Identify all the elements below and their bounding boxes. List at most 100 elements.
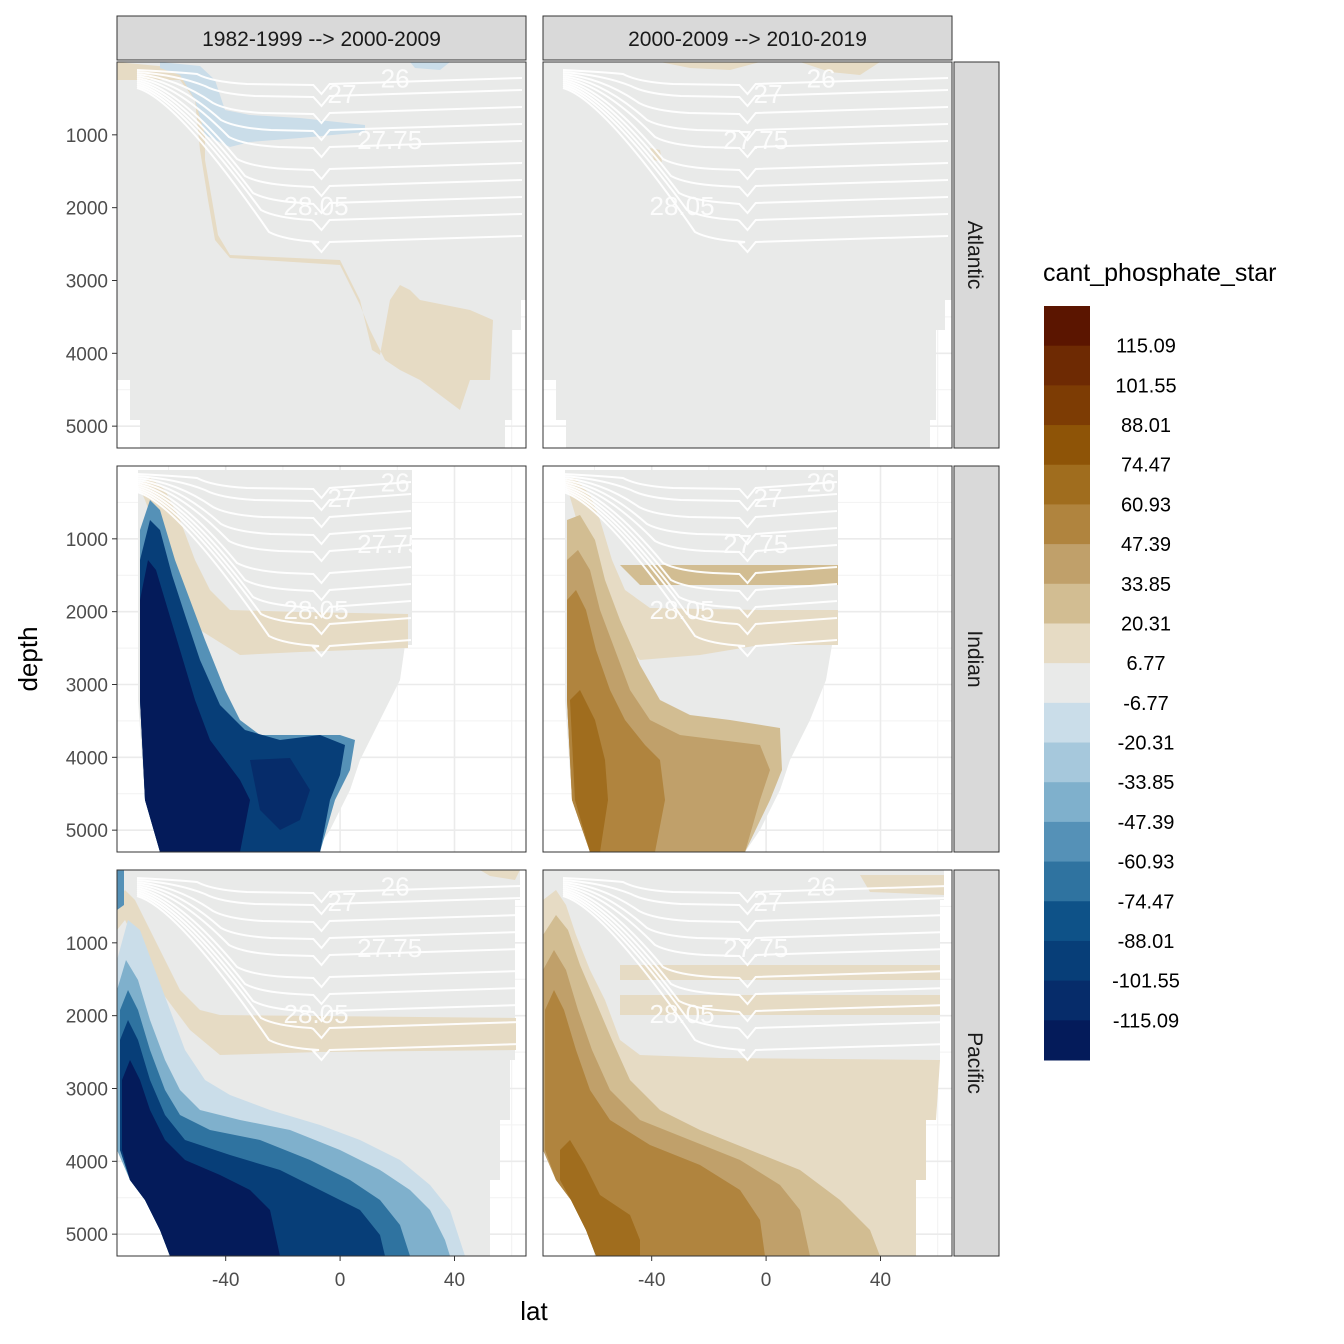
isopycnal-line xyxy=(136,487,412,619)
isopycnal-line xyxy=(136,891,523,1023)
isopycnal-line xyxy=(562,483,838,585)
panel-indian-2000-2019 xyxy=(565,470,838,852)
legend-break-label: -88.01 xyxy=(1118,931,1175,953)
isopycnal-line xyxy=(136,69,523,96)
isopycnal-line xyxy=(562,71,949,108)
y-tick-label: 3000 xyxy=(66,271,108,292)
region-neg-115 xyxy=(122,1060,280,1256)
isopycnal-contours: 262727.7528.05262727.7528.05262727.7528.… xyxy=(136,63,949,1062)
isopycnal-label: 27 xyxy=(753,483,782,513)
region-pos-6-20c xyxy=(650,148,662,162)
isopycnal-line xyxy=(136,77,523,159)
region-pos-6-20 xyxy=(117,890,516,1055)
strip-row-1-label: Atlantic xyxy=(963,221,986,290)
isopycnal-label: 27.75 xyxy=(723,933,788,963)
panel-border-4 xyxy=(542,465,953,853)
legend-break-label: 60.93 xyxy=(1121,494,1171,516)
isopycnal-label: 26 xyxy=(807,871,836,901)
isopycnal-label: 27 xyxy=(753,79,782,109)
legend-color-key xyxy=(1044,742,1090,783)
panel-pacific-2000-2019 xyxy=(543,870,944,1256)
region-pos-47-60 xyxy=(545,990,765,1256)
legend-color-key xyxy=(1044,861,1090,902)
x-axis-title: lat xyxy=(520,1296,548,1326)
region-pos-6-20-top xyxy=(480,870,520,880)
isopycnal-line xyxy=(136,479,412,546)
legend-break-label: -47.39 xyxy=(1118,812,1175,834)
strip-row-3-label: Pacific xyxy=(963,1032,986,1094)
isopycnal-label: 26 xyxy=(807,63,836,93)
isopycnal-line xyxy=(136,489,412,636)
isopycnal-line xyxy=(136,889,523,1006)
region-pos-6-20b xyxy=(800,62,880,75)
strip-row-1 xyxy=(953,61,1000,449)
legend-break-label: -74.47 xyxy=(1118,891,1175,913)
isopycnal-label: 27 xyxy=(753,887,782,917)
isopycnal-line xyxy=(562,87,949,254)
isopycnal-label: 26 xyxy=(807,467,836,497)
region-pos-6-20 xyxy=(138,478,408,655)
isopycnal-line xyxy=(562,477,838,529)
isopycnal-line xyxy=(562,475,838,512)
isopycnal-line xyxy=(136,491,412,658)
isopycnal-line xyxy=(562,73,949,125)
isopycnal-line xyxy=(136,879,523,916)
isopycnal-line xyxy=(562,877,949,904)
region-neg-20-6b xyxy=(410,62,450,70)
y-tick-label: 4000 xyxy=(66,1152,108,1173)
legend-break-label: 74.47 xyxy=(1121,455,1171,477)
legend-color-key xyxy=(1044,782,1090,823)
isopycnal-label: 27 xyxy=(327,79,356,109)
y-tick-label: 1000 xyxy=(66,530,108,551)
x-tick-label: -40 xyxy=(638,1270,665,1291)
isopycnal-line xyxy=(562,883,949,950)
legend-break-label: -101.55 xyxy=(1112,971,1180,993)
legend-break-label: 101.55 xyxy=(1115,375,1176,397)
y-tick-label: 5000 xyxy=(66,417,108,438)
region-neg-115 xyxy=(140,560,250,852)
isopycnal-label: 27.75 xyxy=(357,529,422,559)
isopycnal-line xyxy=(562,893,949,1040)
isopycnal-line xyxy=(562,895,949,1062)
region-pos-6-20-bands xyxy=(620,875,944,1015)
region-pos-6-20 xyxy=(660,62,760,70)
strip-col-1-label: 1982-1999 --> 2000-2009 xyxy=(202,28,441,51)
legend-break-label: -115.09 xyxy=(1113,1010,1179,1032)
legend-color-key xyxy=(1044,901,1090,942)
isopycnal-line xyxy=(136,893,523,1040)
legend-color-key xyxy=(1044,544,1090,585)
legend-color-key xyxy=(1044,425,1090,466)
panel-border-6 xyxy=(542,869,953,1257)
isopycnal-label: 28.05 xyxy=(284,999,349,1029)
legend-break-label: -60.93 xyxy=(1118,852,1175,874)
legend-color-key xyxy=(1044,940,1090,982)
region-base xyxy=(543,62,952,448)
legend-break-label: 115.09 xyxy=(1116,336,1176,358)
isopycnal-label: 26 xyxy=(381,467,410,497)
region-pos-60-74 xyxy=(570,690,608,852)
legend-color-key xyxy=(1044,464,1090,505)
legend-color-key xyxy=(1044,583,1090,624)
y-tick-label: 1000 xyxy=(66,126,108,147)
strip-row-3 xyxy=(953,869,1000,1257)
isopycnal-line xyxy=(562,485,838,602)
legend: cant_phosphate_star 115.09 101.55 88.01 74.… xyxy=(1043,259,1277,1061)
region-pos-6-20 xyxy=(117,62,493,410)
legend-color-key xyxy=(1044,623,1090,664)
y-tick-label: 4000 xyxy=(66,748,108,769)
legend-break-label: 47.39 xyxy=(1121,534,1171,556)
isopycnal-line xyxy=(562,887,949,989)
strip-col-2 xyxy=(542,15,953,61)
isopycnal-label: 27 xyxy=(327,887,356,917)
y-axis-title: depth xyxy=(13,626,43,691)
region-neg-101 xyxy=(250,758,310,830)
region-pos-60-74 xyxy=(560,1140,640,1256)
legend-color-key xyxy=(1044,345,1090,386)
legend-color-key xyxy=(1044,1020,1090,1061)
isopycnal-line xyxy=(136,83,523,215)
isopycnal-line xyxy=(136,87,523,254)
isopycnal-line xyxy=(562,885,949,967)
strip-col-2-label: 2000-2009 --> 2010-2019 xyxy=(628,28,867,51)
